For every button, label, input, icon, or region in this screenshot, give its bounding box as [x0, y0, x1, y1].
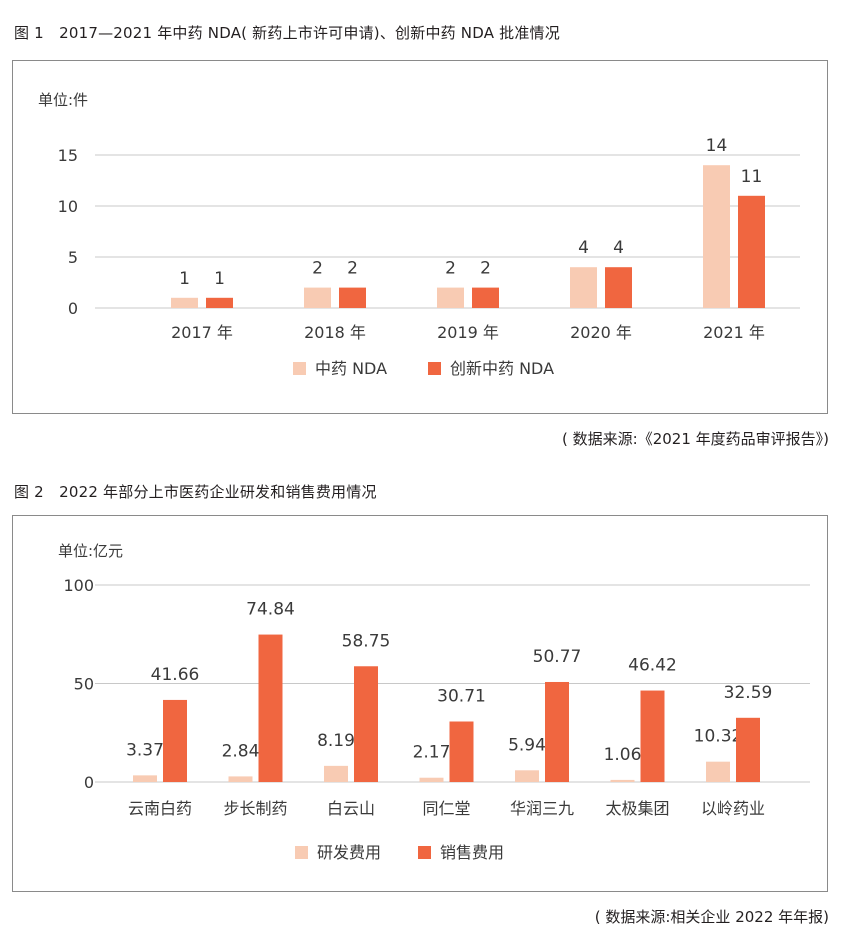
x-tick-label: 2019 年: [437, 323, 499, 342]
bar-series1: [610, 779, 635, 782]
data-label: 8.19: [317, 731, 355, 751]
legend-label: 研发费用: [317, 843, 381, 862]
data-label: 2: [480, 259, 491, 279]
bar-series1: [133, 775, 157, 782]
data-label: 14: [706, 136, 728, 156]
y-tick-label: 5: [68, 248, 78, 267]
figure-2-title: 图 2 2022 年部分上市医药企业研发和销售费用情况: [14, 483, 377, 501]
bar-series2: [206, 297, 233, 308]
legend-swatch: [428, 362, 441, 375]
bar-series1: [570, 267, 597, 308]
figure-2-frame: [12, 515, 828, 892]
y-tick-label: 0: [84, 773, 94, 792]
bar-series1: [706, 761, 730, 782]
bar-series2: [449, 721, 474, 782]
y-tick-label: 15: [58, 146, 78, 165]
legend-label: 销售费用: [440, 843, 504, 862]
bar-series2: [472, 287, 499, 308]
data-label: 5.94: [508, 735, 546, 755]
unit-label: 单位:亿元: [58, 542, 123, 560]
data-label: 58.75: [342, 631, 391, 651]
bar-series1: [228, 776, 253, 782]
unit-label: 单位:件: [38, 91, 88, 109]
data-label: 10.32: [694, 727, 743, 747]
data-label: 2: [445, 259, 456, 279]
x-tick-label: 步长制药: [223, 799, 287, 818]
data-label: 50.77: [533, 647, 582, 667]
bar-series2: [545, 681, 569, 782]
bar-series2: [258, 634, 283, 782]
bar-series1: [324, 765, 348, 782]
x-tick-label: 华润三九: [510, 799, 574, 818]
figure-1-frame: [12, 60, 828, 414]
x-tick-label: 太极集团: [605, 799, 669, 818]
y-tick-label: 10: [58, 197, 78, 216]
legend-swatch: [295, 846, 308, 859]
data-label: 2.17: [413, 743, 451, 763]
x-tick-label: 以岭药业: [701, 799, 765, 818]
bar-series2: [640, 690, 665, 782]
data-label: 2: [347, 259, 358, 279]
data-label: 4: [578, 238, 589, 258]
bar-series1: [171, 297, 198, 308]
data-label: 4: [613, 238, 624, 258]
bar-series2: [354, 666, 378, 782]
data-label: 1: [179, 269, 190, 289]
x-tick-label: 2020 年: [570, 323, 632, 342]
data-label: 11: [741, 167, 763, 187]
bar-series2: [339, 287, 366, 308]
x-tick-label: 同仁堂: [422, 799, 470, 818]
data-label: 2: [312, 259, 323, 279]
legend-label: 中药 NDA: [315, 359, 387, 378]
y-tick-label: 0: [68, 299, 78, 318]
x-tick-label: 2017 年: [171, 323, 233, 342]
bar-series2: [736, 717, 760, 782]
x-tick-label: 2021 年: [703, 323, 765, 342]
bar-series2: [738, 195, 765, 308]
figure-1-source: ( 数据来源:《2021 年度药品审评报告》): [562, 430, 829, 448]
x-tick-label: 白云山: [327, 799, 375, 818]
data-label: 30.71: [437, 687, 486, 707]
bar-series1: [515, 770, 539, 782]
bar-series1: [304, 287, 331, 308]
data-label: 41.66: [151, 665, 200, 685]
bar-series1: [703, 165, 730, 308]
y-tick-label: 100: [63, 576, 94, 595]
data-label: 46.42: [628, 656, 677, 676]
bar-series1: [437, 287, 464, 308]
legend-swatch: [418, 846, 431, 859]
data-label: 1: [214, 269, 225, 289]
legend-label: 创新中药 NDA: [450, 359, 554, 378]
data-label: 1.06: [604, 745, 642, 765]
bar-series1: [419, 777, 444, 782]
bar-series2: [163, 699, 187, 782]
figure-2-source: ( 数据来源:相关企业 2022 年年报): [594, 908, 829, 926]
data-label: 74.84: [246, 600, 295, 620]
x-tick-label: 2018 年: [304, 323, 366, 342]
data-label: 3.37: [126, 740, 164, 760]
bar-series2: [605, 267, 632, 308]
legend-swatch: [293, 362, 306, 375]
data-label: 32.59: [724, 683, 773, 703]
data-label: 2.84: [222, 741, 260, 761]
y-tick-label: 50: [74, 675, 94, 694]
figure-1-title: 图 1 2017—2021 年中药 NDA( 新药上市许可申请)、创新中药 ND…: [14, 24, 560, 42]
x-tick-label: 云南白药: [128, 799, 192, 818]
